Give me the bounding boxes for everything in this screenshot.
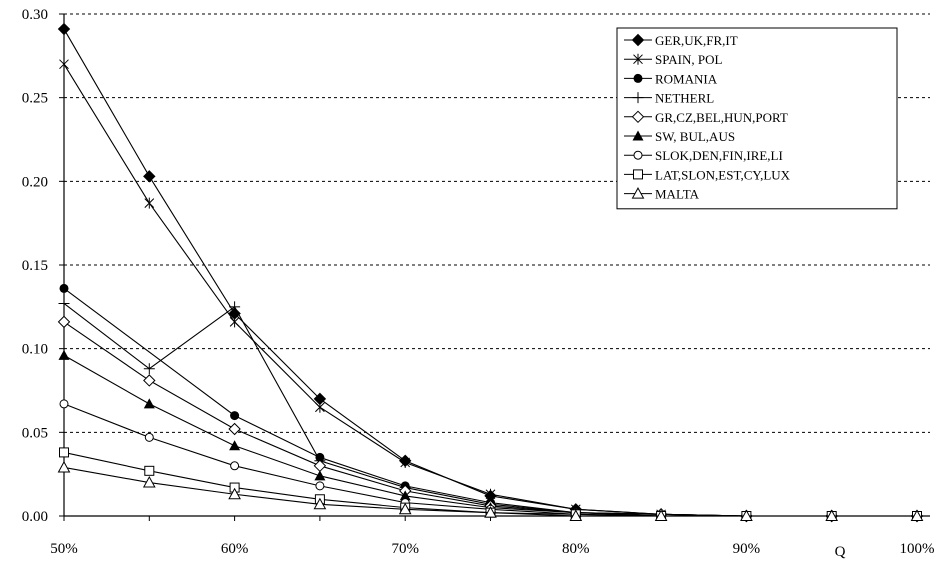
y-tick-label: 0.05 — [22, 425, 48, 441]
data-point-triangle-open — [910, 509, 924, 521]
legend-label: GR,CZ,BEL,HUN,PORT — [655, 110, 788, 125]
data-point-diamond-open — [57, 315, 71, 329]
data-point-circle-open — [144, 432, 154, 442]
legend-label: SLOK,DEN,FIN,IRE,LI — [655, 148, 783, 163]
data-point-diamond-open — [143, 374, 156, 387]
y-tick-label: 0.10 — [22, 342, 48, 358]
legend-box — [616, 27, 898, 210]
data-point-circle-open — [633, 150, 643, 160]
y-tick-label: 0.25 — [22, 91, 48, 107]
series-line — [63, 287, 917, 517]
series-line — [63, 321, 917, 517]
data-point-square-open — [633, 169, 643, 180]
data-point-asterisk — [59, 58, 69, 70]
data-point-diamond-open — [631, 110, 645, 124]
y-tick-label: 0.30 — [22, 7, 48, 23]
x-tick-label: 100% — [900, 541, 935, 557]
legend-label: MALTA — [655, 187, 700, 202]
legend-item: SLOK,DEN,FIN,IRE,LI — [624, 148, 783, 163]
legend-label: NETHERL — [655, 91, 714, 106]
data-point-plus — [58, 297, 70, 309]
data-point-triangle-open — [228, 487, 241, 500]
data-point-diamond — [143, 170, 156, 183]
data-point-triangle-open — [57, 460, 71, 473]
legend-item: SW, BUL,AUS — [624, 129, 735, 144]
x-tick-label: 50% — [50, 541, 78, 557]
data-point-asterisk — [229, 316, 240, 328]
data-point-triangle — [58, 349, 70, 360]
data-point-square-open — [59, 447, 69, 458]
data-point-plus — [229, 301, 241, 313]
x-axis-label: Q — [835, 544, 846, 560]
x-tick-label: 60% — [221, 541, 249, 557]
data-point-plus — [632, 92, 644, 104]
series-9 — [57, 460, 924, 521]
legend-item: GR,CZ,BEL,HUN,PORT — [624, 110, 788, 125]
legend-item: NETHERL — [624, 91, 714, 106]
data-point-circle-open — [59, 399, 69, 409]
legend-item: SPAIN, POL — [624, 52, 722, 67]
legend: GER,UK,FR,IT SPAIN, POL ROMANIA NETHERL GR,C… — [616, 27, 898, 210]
data-point-circle — [633, 73, 643, 83]
data-point-triangle — [314, 470, 326, 481]
series-line — [63, 303, 917, 517]
legend-label: LAT,SLON,EST,CY,LUX — [655, 167, 791, 182]
data-point-circle — [59, 283, 69, 293]
data-point-diamond — [631, 33, 645, 47]
data-point-triangle — [143, 398, 155, 409]
data-point-asterisk — [400, 456, 411, 468]
data-point-triangle-open — [569, 509, 583, 521]
data-point-triangle-open — [484, 506, 497, 518]
data-point-asterisk — [144, 197, 155, 209]
legend-label: GER,UK,FR,IT — [655, 33, 738, 48]
data-point-circle — [230, 411, 240, 421]
legend-item: LAT,SLON,EST,CY,LUX — [624, 167, 791, 182]
grid-lines — [64, 13, 930, 433]
data-point-circle-open — [230, 461, 240, 471]
data-point-triangle — [229, 440, 241, 451]
data-point-plus — [143, 363, 155, 375]
data-point-triangle-open — [740, 509, 753, 521]
data-point-triangle-open — [313, 497, 327, 510]
data-point-square-open — [144, 465, 155, 476]
data-point-triangle-open — [654, 509, 668, 521]
data-point-triangle-open — [142, 475, 156, 488]
data-point-triangle-open — [825, 509, 839, 521]
legend-label: SPAIN, POL — [655, 52, 722, 67]
legend-item: MALTA — [624, 187, 700, 202]
x-tick-label: 70% — [391, 541, 419, 557]
data-point-asterisk — [485, 488, 496, 500]
x-tick-label: 90% — [733, 541, 761, 557]
data-point-asterisk — [315, 401, 325, 413]
y-tick-label: 0.15 — [22, 258, 48, 274]
legend-label: ROMANIA — [655, 71, 718, 86]
legend-item: GER,UK,FR,IT — [624, 33, 738, 48]
series-3 — [59, 283, 922, 521]
data-point-circle-open — [315, 481, 325, 491]
legend-item: ROMANIA — [624, 71, 718, 86]
data-point-triangle — [632, 130, 644, 141]
legend-label: SW, BUL,AUS — [655, 129, 735, 144]
series-layer — [57, 22, 924, 523]
data-point-diamond — [57, 22, 71, 36]
y-tick-label: 0.00 — [22, 509, 48, 525]
data-point-asterisk — [633, 53, 643, 65]
data-point-triangle-open — [631, 187, 645, 199]
data-point-triangle-open — [398, 502, 412, 515]
tick-labels: 0.00 0.05 0.10 0.15 0.20 0.25 0.30 50% 60% 70% 80%… — [22, 7, 935, 557]
data-point-diamond-open — [228, 422, 241, 436]
data-point-triangle — [399, 490, 411, 501]
x-tick-label: 80% — [562, 541, 590, 557]
y-tick-label: 0.20 — [22, 174, 48, 190]
